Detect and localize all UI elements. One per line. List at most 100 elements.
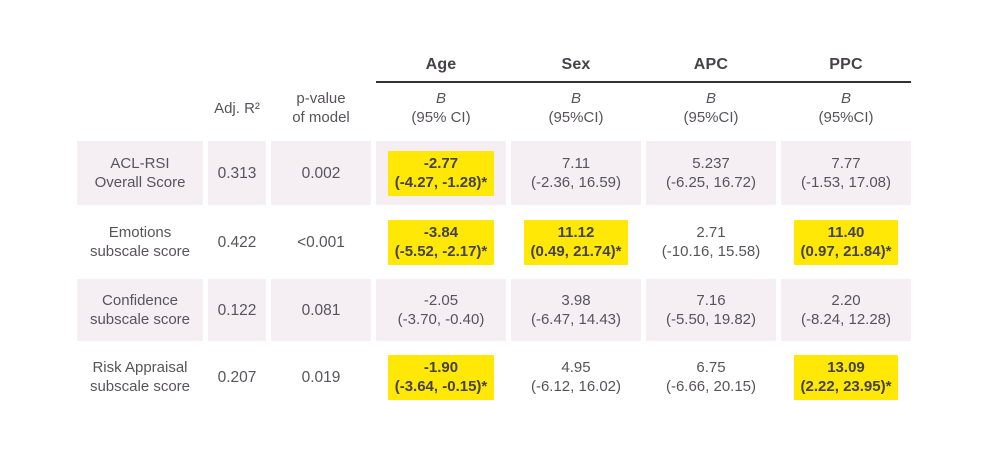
row-label-line1: Emotions bbox=[108, 224, 172, 241]
adj-r2-number: 0.207 bbox=[217, 368, 257, 386]
b-symbol: B bbox=[435, 90, 446, 107]
b-value: 5.237 bbox=[692, 154, 730, 172]
header-spacer bbox=[77, 56, 371, 83]
p-value: 0.019 bbox=[271, 347, 371, 407]
effect-value-block: -1.90 (-3.64, -0.15)* bbox=[387, 354, 495, 400]
effect-cell-age: -3.84 (-5.52, -2.17)* bbox=[376, 211, 506, 273]
b-value: 2.71 bbox=[696, 223, 726, 241]
row-label-line2: subscale score bbox=[89, 243, 191, 260]
effect-value-block: 2.71 (-10.16, 15.58) bbox=[655, 220, 767, 265]
adj-r2-number: 0.313 bbox=[217, 164, 257, 182]
effect-cell-ppc: 7.77 (-1.53, 17.08) bbox=[781, 141, 911, 205]
effect-cell-apc: 7.16 (-5.50, 19.82) bbox=[646, 279, 776, 341]
table-grid: Age Sex APC PPC Adj. R² p-value of model… bbox=[77, 56, 911, 407]
adj-r2-value: 0.122 bbox=[208, 279, 266, 341]
column-header-apc: APC bbox=[693, 56, 729, 73]
subheader-apc-b-ci: B (95%CI) bbox=[646, 89, 776, 135]
p-value-label-line2: of model bbox=[292, 109, 350, 126]
b-value: -3.84 bbox=[423, 223, 459, 241]
row-label-line1: Risk Appraisal bbox=[92, 359, 188, 376]
effect-value-block: 4.95 (-6.12, 16.02) bbox=[524, 355, 628, 400]
b-symbol: B bbox=[705, 90, 716, 107]
column-header-age: Age bbox=[425, 56, 457, 73]
effect-value-block: 7.16 (-5.50, 19.82) bbox=[659, 288, 763, 333]
ci-label: (95%CI) bbox=[818, 109, 874, 126]
adj-r2-value: 0.313 bbox=[208, 141, 266, 205]
effect-value-block: 11.40 (0.97, 21.84)* bbox=[793, 219, 899, 265]
row-label-confidence: Confidence subscale score bbox=[77, 279, 203, 341]
ci-label: (95% CI) bbox=[411, 109, 471, 126]
row-label-risk-appraisal: Risk Appraisal subscale score bbox=[77, 347, 203, 407]
effect-cell-age: -1.90 (-3.64, -0.15)* bbox=[376, 347, 506, 407]
p-value-number: <0.001 bbox=[297, 233, 345, 251]
row-label-line2: subscale score bbox=[89, 378, 191, 395]
b-value: 4.95 bbox=[561, 358, 591, 376]
effect-cell-ppc: 11.40 (0.97, 21.84)* bbox=[781, 211, 911, 273]
ci-value: (-5.52, -2.17)* bbox=[394, 242, 488, 260]
effect-cell-age: -2.05 (-3.70, -0.40) bbox=[376, 279, 506, 341]
effect-cell-ppc: 2.20 (-8.24, 12.28) bbox=[781, 279, 911, 341]
b-symbol: B bbox=[570, 90, 581, 107]
subheader-empty bbox=[77, 89, 203, 135]
p-value-label-line1: p-value bbox=[296, 90, 346, 107]
p-value: 0.081 bbox=[271, 279, 371, 341]
column-header-sex: Sex bbox=[561, 56, 591, 73]
b-value: -2.05 bbox=[423, 291, 459, 309]
effect-value-block: 3.98 (-6.47, 14.43) bbox=[524, 288, 628, 333]
b-symbol: B bbox=[840, 90, 851, 107]
p-value-number: 0.019 bbox=[301, 368, 341, 386]
ci-value: (-3.70, -0.40) bbox=[397, 310, 485, 328]
ci-value: (-6.47, 14.43) bbox=[530, 310, 622, 328]
effect-value-block: 11.12 (0.49, 21.74)* bbox=[523, 219, 629, 265]
effect-value-block: -2.77 (-4.27, -1.28)* bbox=[387, 150, 495, 196]
ci-value: (-1.53, 17.08) bbox=[800, 173, 892, 191]
effect-value-block: 6.75 (-6.66, 20.15) bbox=[659, 355, 763, 400]
row-label-line2: Overall Score bbox=[94, 174, 186, 191]
b-value: -2.77 bbox=[423, 154, 459, 172]
effect-value-block: -2.05 (-3.70, -0.40) bbox=[391, 288, 492, 333]
effect-cell-sex: 7.11 (-2.36, 16.59) bbox=[511, 141, 641, 205]
adj-r2-value: 0.422 bbox=[208, 211, 266, 273]
ci-value: (-5.50, 19.82) bbox=[665, 310, 757, 328]
column-header-p-value: p-value of model bbox=[271, 89, 371, 135]
effect-cell-ppc: 13.09 (2.22, 23.95)* bbox=[781, 347, 911, 407]
predictor-header-row: Age Sex APC PPC bbox=[376, 56, 911, 74]
ci-value: (-4.27, -1.28)* bbox=[394, 173, 488, 191]
ci-value: (-2.36, 16.59) bbox=[530, 173, 622, 191]
b-value: 7.16 bbox=[696, 291, 726, 309]
effect-value-block: 7.11 (-2.36, 16.59) bbox=[524, 151, 628, 196]
b-value: 3.98 bbox=[561, 291, 591, 309]
effect-value-block: -3.84 (-5.52, -2.17)* bbox=[387, 219, 495, 265]
ci-label: (95%CI) bbox=[683, 109, 739, 126]
effect-cell-sex: 4.95 (-6.12, 16.02) bbox=[511, 347, 641, 407]
adj-r2-value: 0.207 bbox=[208, 347, 266, 407]
effect-value-block: 7.77 (-1.53, 17.08) bbox=[794, 151, 898, 196]
subheader-ppc-b-ci: B (95%CI) bbox=[781, 89, 911, 135]
p-value: 0.002 bbox=[271, 141, 371, 205]
ci-value: (-6.25, 16.72) bbox=[665, 173, 757, 191]
effect-value-block: 2.20 (-8.24, 12.28) bbox=[794, 288, 898, 333]
ci-value: (-6.66, 20.15) bbox=[665, 377, 757, 395]
b-value: 13.09 bbox=[827, 358, 865, 376]
adj-r2-number: 0.122 bbox=[217, 301, 257, 319]
ci-value: (0.97, 21.84)* bbox=[800, 242, 892, 260]
b-value: 2.20 bbox=[831, 291, 861, 309]
b-value: 11.12 bbox=[557, 223, 595, 241]
b-value: -1.90 bbox=[423, 358, 459, 376]
p-value-number: 0.081 bbox=[301, 301, 341, 319]
row-label-line2: subscale score bbox=[89, 311, 191, 328]
ci-value: (2.22, 23.95)* bbox=[800, 377, 892, 395]
b-value: 7.77 bbox=[831, 154, 861, 172]
b-value: 11.40 bbox=[827, 223, 865, 241]
effect-cell-apc: 5.237 (-6.25, 16.72) bbox=[646, 141, 776, 205]
effect-value-block: 13.09 (2.22, 23.95)* bbox=[793, 354, 899, 400]
effect-cell-sex: 11.12 (0.49, 21.74)* bbox=[511, 211, 641, 273]
effect-cell-sex: 3.98 (-6.47, 14.43) bbox=[511, 279, 641, 341]
subheader-sex-b-ci: B (95%CI) bbox=[511, 89, 641, 135]
effect-value-block: 5.237 (-6.25, 16.72) bbox=[659, 151, 763, 196]
b-value: 6.75 bbox=[696, 358, 726, 376]
p-value-number: 0.002 bbox=[301, 164, 341, 182]
ci-value: (-6.12, 16.02) bbox=[530, 377, 622, 395]
adj-r2-number: 0.422 bbox=[217, 233, 257, 251]
